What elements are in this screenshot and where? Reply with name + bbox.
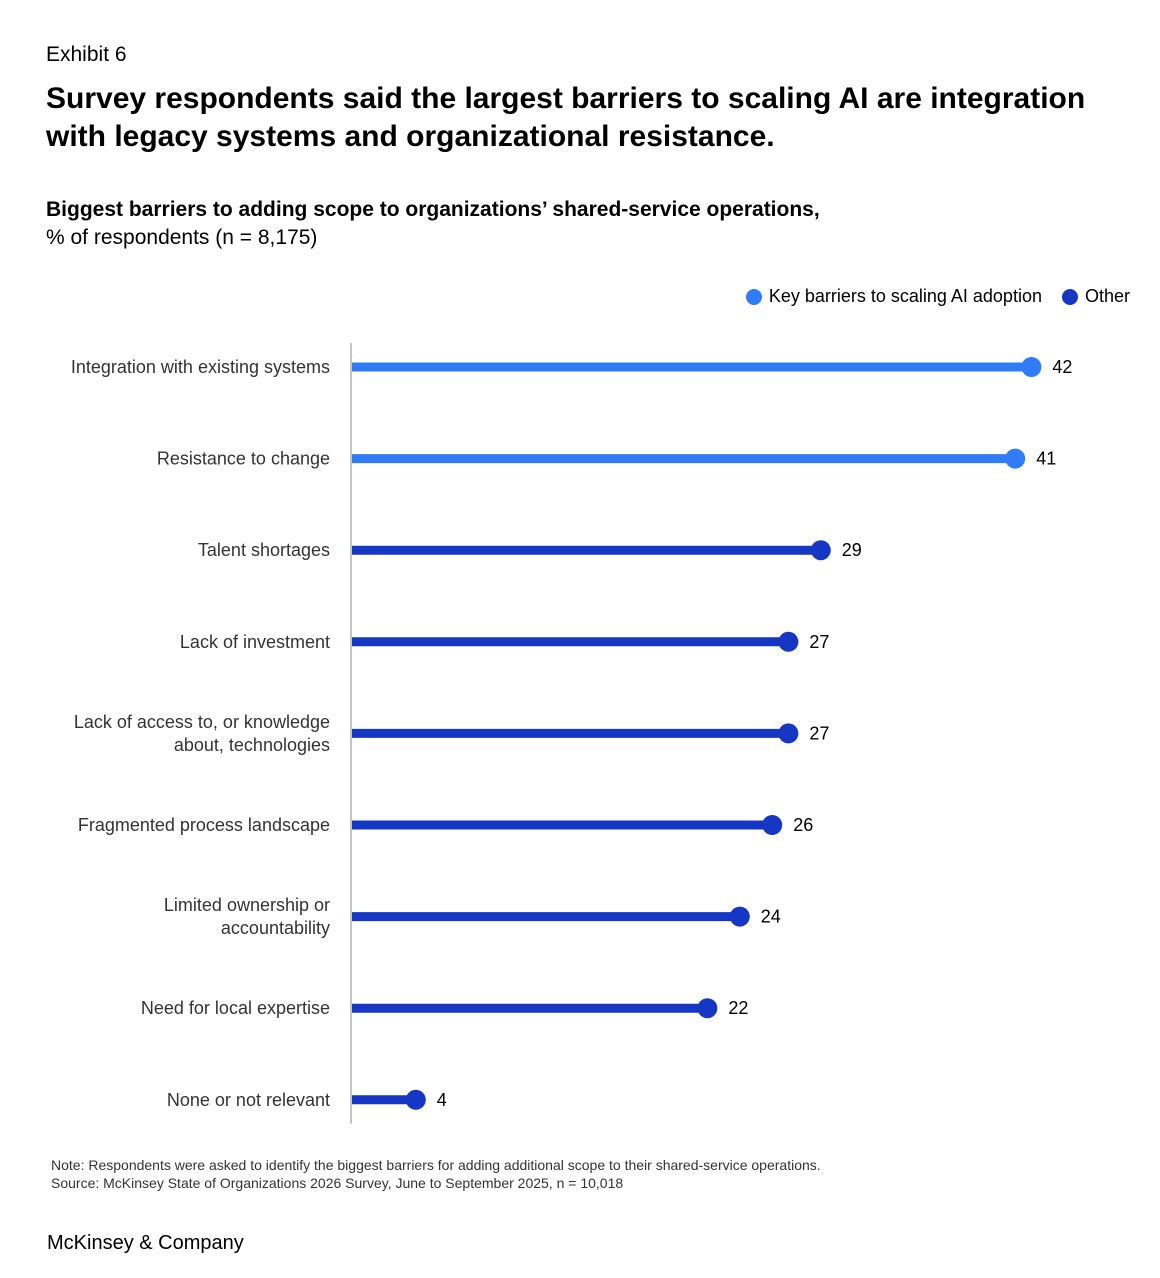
- legend-label-other: Other: [1084, 286, 1130, 306]
- category-label-line: Resistance to change: [157, 449, 330, 469]
- category-label-line: Fragmented process landscape: [78, 815, 330, 835]
- chart-subtitle: Biggest barriers to adding scope to orga…: [46, 196, 820, 252]
- bar-end-dot: [1005, 448, 1026, 469]
- data-label: 42: [1052, 357, 1072, 377]
- legend-dot-other-icon: [1061, 288, 1078, 305]
- bar-end-dot: [778, 723, 799, 744]
- headline: Survey respondents said the largest barr…: [46, 82, 1086, 153]
- data-label: 41: [1036, 449, 1056, 469]
- data-label: 27: [809, 632, 829, 652]
- category-label-line: accountability: [221, 918, 330, 938]
- bar-end-dot: [405, 1089, 426, 1110]
- legend-item-key: Key barriers to scaling AI adoption: [745, 286, 1042, 307]
- category-label: Resistance to change: [157, 449, 330, 469]
- category-label-line: Lack of access to, or knowledge: [74, 712, 330, 732]
- legend-item-other: Other: [1061, 286, 1130, 307]
- subtitle-regular: % of respondents (n = 8,175): [46, 226, 318, 249]
- note-text: Note: Respondents were asked to identify…: [51, 1157, 821, 1173]
- category-label: Lack of investment: [180, 632, 330, 652]
- source-text: Source: McKinsey State of Organizations …: [51, 1175, 624, 1191]
- category-label: Limited ownership or accountability: [164, 895, 330, 938]
- bar-end-dot: [697, 998, 718, 1019]
- category-label-line: about, technologies: [174, 735, 330, 755]
- subtitle-bold: Biggest barriers to adding scope to orga…: [46, 198, 820, 221]
- category-label-line: Limited ownership or: [164, 895, 330, 915]
- bar-end-dot: [729, 906, 750, 927]
- category-label: Need for local expertise: [141, 998, 330, 1018]
- data-label: 27: [809, 723, 829, 743]
- category-label: Fragmented process landscape: [78, 815, 330, 835]
- bar-end-dot: [1021, 357, 1042, 377]
- category-label-line: Need for local expertise: [141, 998, 330, 1018]
- category-label-line: None or not relevant: [167, 1090, 330, 1110]
- category-label: Integration with existing systems: [71, 357, 330, 377]
- data-label: 22: [728, 998, 748, 1018]
- category-label: None or not relevant: [167, 1090, 330, 1110]
- category-label-line: Lack of investment: [180, 632, 330, 652]
- data-label: 24: [761, 907, 781, 927]
- data-label: 29: [842, 540, 862, 560]
- bar-end-dot: [810, 540, 831, 561]
- data-label: 26: [793, 815, 813, 835]
- bar-end-dot: [778, 631, 799, 652]
- legend-label-key: Key barriers to scaling AI adoption: [768, 286, 1042, 306]
- legend-dot-key-icon: [745, 288, 762, 305]
- bar-end-dot: [762, 815, 783, 835]
- exhibit-label: Exhibit 6: [46, 43, 127, 66]
- category-label: Talent shortages: [198, 540, 330, 560]
- category-label: Lack of access to, or knowledge about, te…: [74, 712, 330, 755]
- data-label: 4: [437, 1090, 447, 1110]
- brand-logo: McKinsey & Company: [47, 1232, 244, 1254]
- category-label-line: Talent shortages: [198, 540, 330, 560]
- footnote: Note: Respondents were asked to identify…: [51, 1156, 821, 1192]
- category-label-line: Integration with existing systems: [71, 357, 330, 377]
- lollipop-chart: 42 Integration with existing systems 41 Res…: [71, 343, 1072, 1124]
- legend: Key barriers to scaling AI adoption Othe…: [726, 286, 1130, 307]
